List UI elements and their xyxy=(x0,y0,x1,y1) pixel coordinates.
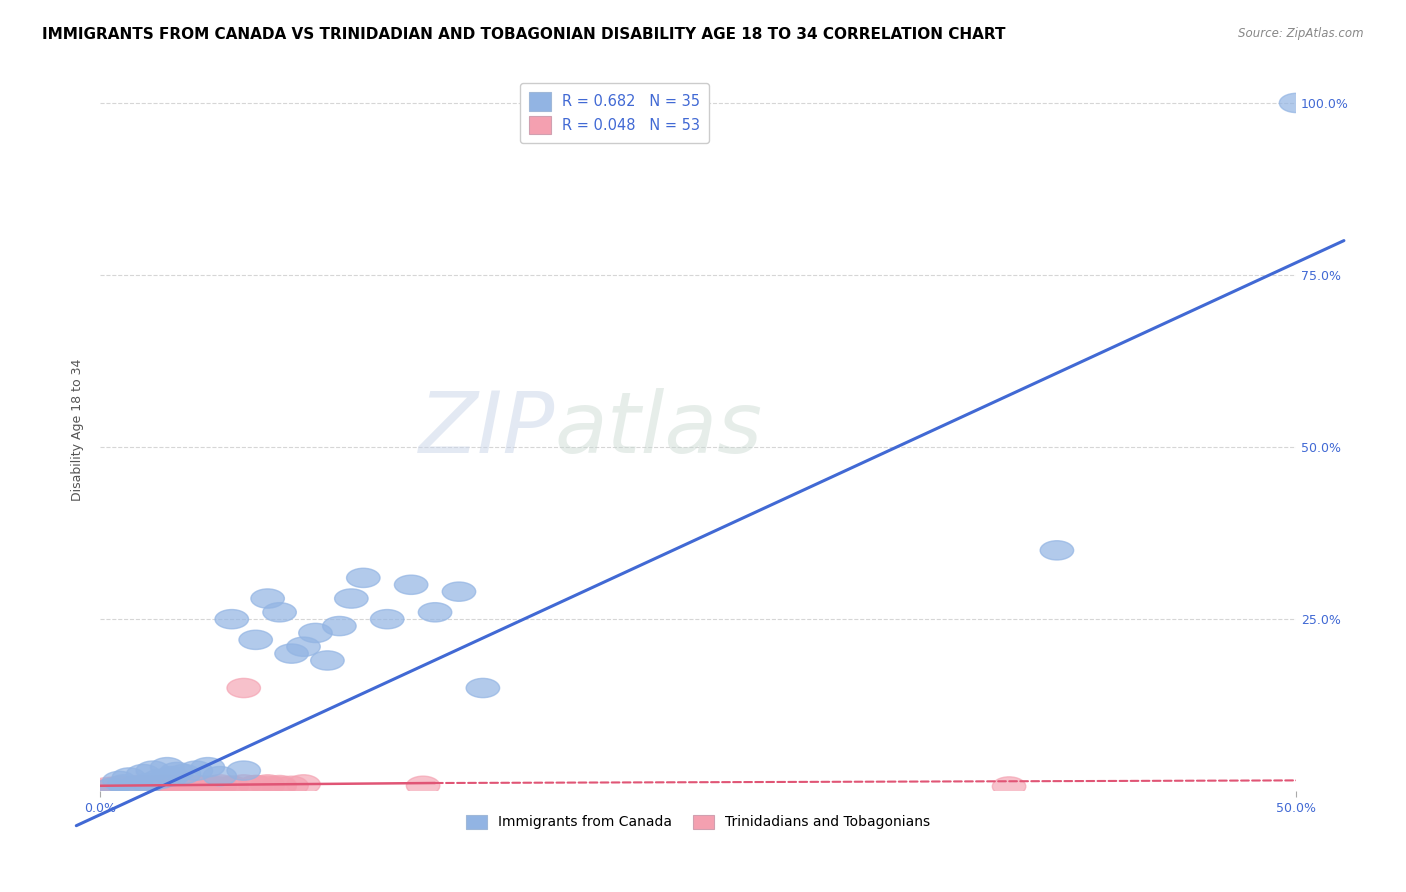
Ellipse shape xyxy=(274,644,308,664)
Ellipse shape xyxy=(322,616,356,636)
Ellipse shape xyxy=(150,778,184,797)
Ellipse shape xyxy=(96,778,129,797)
Ellipse shape xyxy=(112,768,146,787)
Ellipse shape xyxy=(263,777,297,796)
Ellipse shape xyxy=(103,772,136,790)
Text: ZIP: ZIP xyxy=(419,388,554,471)
Ellipse shape xyxy=(993,777,1026,796)
Ellipse shape xyxy=(191,777,225,796)
Ellipse shape xyxy=(127,776,160,796)
Ellipse shape xyxy=(89,780,122,799)
Ellipse shape xyxy=(226,775,260,794)
Ellipse shape xyxy=(143,769,177,789)
Ellipse shape xyxy=(122,775,155,795)
Ellipse shape xyxy=(96,778,129,797)
Ellipse shape xyxy=(110,777,143,796)
Ellipse shape xyxy=(191,757,225,777)
Ellipse shape xyxy=(112,778,146,797)
Ellipse shape xyxy=(167,764,201,784)
Ellipse shape xyxy=(117,776,150,796)
Ellipse shape xyxy=(143,777,177,796)
Ellipse shape xyxy=(202,777,236,796)
Ellipse shape xyxy=(138,776,172,796)
Ellipse shape xyxy=(143,775,177,795)
Ellipse shape xyxy=(131,775,165,795)
Ellipse shape xyxy=(346,568,380,588)
Ellipse shape xyxy=(120,776,153,796)
Ellipse shape xyxy=(136,761,170,780)
Ellipse shape xyxy=(215,776,249,796)
Ellipse shape xyxy=(160,763,194,781)
Ellipse shape xyxy=(419,603,451,622)
Ellipse shape xyxy=(250,776,284,796)
Ellipse shape xyxy=(187,776,219,796)
Ellipse shape xyxy=(194,775,226,795)
Ellipse shape xyxy=(198,778,232,797)
Ellipse shape xyxy=(335,589,368,608)
Ellipse shape xyxy=(239,775,273,795)
Ellipse shape xyxy=(202,775,236,794)
Ellipse shape xyxy=(215,609,249,629)
Ellipse shape xyxy=(370,609,404,629)
Ellipse shape xyxy=(274,776,308,796)
Y-axis label: Disability Age 18 to 34: Disability Age 18 to 34 xyxy=(72,359,84,501)
Ellipse shape xyxy=(250,775,284,794)
Ellipse shape xyxy=(174,778,208,797)
Ellipse shape xyxy=(443,582,475,601)
Ellipse shape xyxy=(167,777,201,796)
Ellipse shape xyxy=(298,624,332,642)
Ellipse shape xyxy=(174,776,208,796)
Ellipse shape xyxy=(107,778,141,797)
Legend: Immigrants from Canada, Trinidadians and Tobagonians: Immigrants from Canada, Trinidadians and… xyxy=(461,809,935,835)
Ellipse shape xyxy=(103,779,136,798)
Ellipse shape xyxy=(287,775,321,794)
Ellipse shape xyxy=(155,766,188,786)
Ellipse shape xyxy=(150,757,184,777)
Ellipse shape xyxy=(163,778,195,797)
Ellipse shape xyxy=(184,778,218,797)
Ellipse shape xyxy=(98,777,131,796)
Ellipse shape xyxy=(90,778,124,797)
Ellipse shape xyxy=(226,761,260,780)
Ellipse shape xyxy=(107,775,141,794)
Ellipse shape xyxy=(239,775,273,795)
Ellipse shape xyxy=(131,773,165,793)
Ellipse shape xyxy=(148,775,181,794)
Ellipse shape xyxy=(467,679,499,698)
Ellipse shape xyxy=(250,589,284,608)
Ellipse shape xyxy=(239,630,273,649)
Ellipse shape xyxy=(179,777,212,796)
Ellipse shape xyxy=(287,637,321,657)
Ellipse shape xyxy=(155,777,188,796)
Ellipse shape xyxy=(167,775,201,795)
Ellipse shape xyxy=(202,766,236,786)
Ellipse shape xyxy=(105,776,138,796)
Ellipse shape xyxy=(155,775,188,795)
Ellipse shape xyxy=(179,775,212,795)
Text: IMMIGRANTS FROM CANADA VS TRINIDADIAN AND TOBAGONIAN DISABILITY AGE 18 TO 34 COR: IMMIGRANTS FROM CANADA VS TRINIDADIAN AN… xyxy=(42,27,1005,42)
Ellipse shape xyxy=(395,575,427,594)
Ellipse shape xyxy=(263,775,297,795)
Ellipse shape xyxy=(160,776,194,796)
Ellipse shape xyxy=(1279,94,1313,112)
Ellipse shape xyxy=(136,778,170,797)
Ellipse shape xyxy=(311,651,344,670)
Ellipse shape xyxy=(179,761,212,780)
Ellipse shape xyxy=(127,778,160,797)
Text: Source: ZipAtlas.com: Source: ZipAtlas.com xyxy=(1239,27,1364,40)
Ellipse shape xyxy=(1040,541,1074,560)
Ellipse shape xyxy=(215,776,249,796)
Ellipse shape xyxy=(131,777,165,796)
Ellipse shape xyxy=(120,778,153,797)
Ellipse shape xyxy=(127,764,160,784)
Ellipse shape xyxy=(263,603,297,622)
Ellipse shape xyxy=(226,679,260,698)
Text: atlas: atlas xyxy=(554,388,762,471)
Ellipse shape xyxy=(406,776,440,796)
